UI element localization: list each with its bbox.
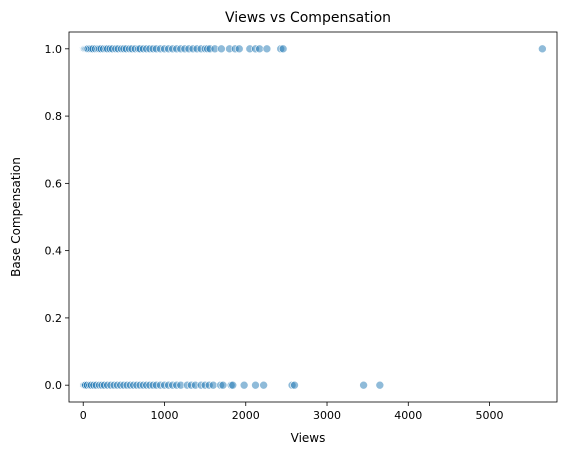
data-point (255, 44, 264, 54)
data-point (234, 44, 244, 54)
data-point (239, 380, 249, 390)
data-point (278, 44, 288, 54)
data-point (218, 380, 228, 390)
data-point (228, 380, 238, 390)
x-tick-label: 4000 (394, 409, 422, 422)
y-axis-ticks: 0.0 0.2 0.4 0.6 0.8 1.0 (45, 43, 69, 392)
data-point (251, 380, 260, 390)
y-tick-label: 0.8 (45, 110, 63, 123)
x-axis-label: Views (291, 431, 326, 445)
x-tick-label: 5000 (476, 409, 504, 422)
data-point (259, 380, 268, 390)
x-tick-label: 2000 (232, 409, 260, 422)
data-point (208, 380, 218, 390)
data-point (375, 380, 385, 390)
y-tick-label: 0.6 (45, 177, 63, 190)
plot-frame (68, 31, 558, 403)
y-tick-label: 0.2 (45, 312, 63, 325)
data-point (217, 44, 226, 54)
data-point (538, 44, 547, 54)
data-point (262, 44, 272, 54)
data-points (78, 44, 547, 390)
y-tick-label: 0.0 (45, 379, 63, 392)
x-tick-label: 0 (80, 409, 87, 422)
y-tick-label: 0.4 (45, 245, 63, 258)
x-tick-label: 3000 (313, 409, 341, 422)
y-tick-label: 1.0 (45, 43, 63, 56)
y-axis-label: Base Compensation (9, 157, 23, 277)
chart-title: Views vs Compensation (225, 10, 391, 26)
x-axis-ticks: 0 1000 2000 3000 4000 5000 (80, 402, 504, 422)
x-tick-label: 1000 (150, 409, 178, 422)
data-point (359, 380, 368, 390)
data-point (290, 380, 299, 390)
